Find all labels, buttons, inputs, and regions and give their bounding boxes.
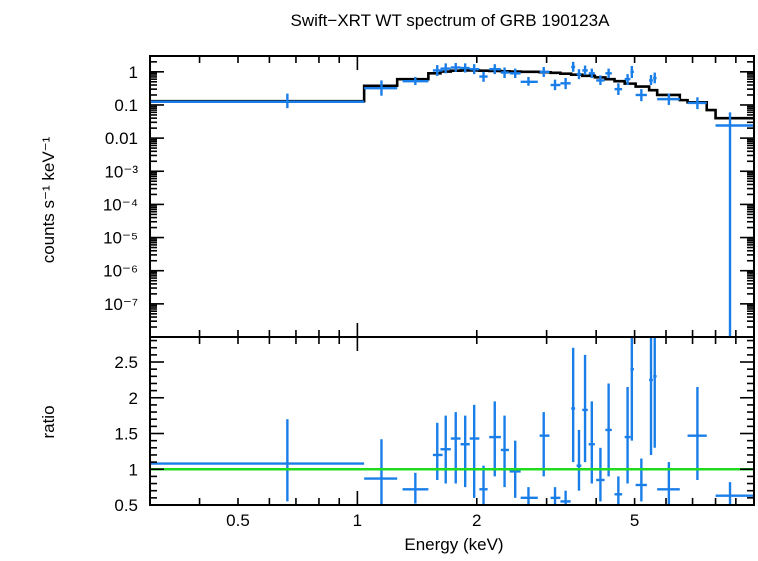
data-point — [624, 387, 631, 484]
y-tick-label: 1 — [129, 63, 138, 82]
data-point — [440, 415, 451, 484]
data-point — [576, 69, 582, 80]
y-tick-label: 2.5 — [114, 353, 138, 372]
data-point — [649, 75, 653, 86]
data-point — [402, 76, 429, 86]
data-point — [560, 78, 571, 90]
data-point — [588, 401, 595, 484]
data-point — [635, 458, 647, 502]
bottom-y-axis-label: ratio — [39, 405, 58, 438]
y-tick-label: 0.01 — [105, 129, 138, 148]
data-point — [432, 65, 443, 76]
data-point — [539, 412, 550, 477]
data-point — [364, 439, 398, 505]
data-point — [460, 63, 470, 73]
data-point — [576, 429, 582, 491]
data-point — [582, 65, 588, 76]
data-point — [614, 476, 623, 505]
data-point — [479, 465, 488, 505]
data-point — [653, 72, 657, 84]
data-point — [571, 61, 576, 72]
y-tick-label: 1 — [129, 460, 138, 479]
data-point — [588, 68, 595, 79]
y-tick-label: 0.5 — [114, 496, 138, 515]
data-point — [500, 415, 509, 488]
x-tick-label: 1 — [353, 511, 362, 530]
top-y-axis-label: counts s⁻¹ keV⁻¹ — [39, 136, 58, 263]
y-tick-label: 10⁻⁷ — [104, 295, 138, 314]
data-point — [469, 404, 480, 498]
data-point — [657, 93, 680, 105]
data-point — [460, 415, 470, 488]
data-point — [653, 337, 657, 448]
data-point — [635, 89, 647, 102]
data-point — [596, 75, 605, 86]
x-tick-label: 2 — [472, 511, 481, 530]
y-tick-label: 0.1 — [114, 96, 138, 115]
data-point — [479, 71, 488, 82]
data-point — [432, 422, 443, 480]
data-point — [687, 387, 707, 480]
x-tick-label: 0.5 — [226, 511, 250, 530]
data-point — [630, 65, 634, 79]
data-point — [715, 112, 754, 337]
ratio-plot-frame — [149, 336, 755, 506]
data-point — [614, 83, 623, 95]
data-point — [560, 490, 571, 505]
data-point — [150, 93, 365, 109]
data-point — [520, 487, 538, 505]
x-axis-label: Energy (keV) — [404, 535, 503, 554]
data-point — [509, 68, 521, 79]
data-point — [630, 337, 634, 441]
y-tick-label: 10⁻⁴ — [103, 195, 138, 214]
data-point — [440, 63, 451, 74]
x-tick-label: 5 — [630, 511, 639, 530]
data-point — [364, 80, 398, 96]
data-point — [520, 76, 538, 86]
data-point — [715, 482, 754, 505]
chart-title: Swift−XRT WT spectrum of GRB 190123A — [291, 11, 611, 30]
data-point — [624, 74, 631, 86]
ratio-panel: 0.5 1 1.5 2 2.5 0.5 1 2 5 — [114, 336, 755, 530]
data-point — [469, 64, 480, 75]
data-point — [450, 412, 461, 484]
y-tick-label: 2 — [129, 389, 138, 408]
data-point — [582, 354, 588, 463]
data-point — [687, 97, 707, 110]
data-point — [150, 419, 365, 502]
y-tick-label: 1.5 — [114, 425, 138, 444]
data-point — [550, 79, 561, 91]
data-point — [500, 67, 509, 79]
y-tick-label: 10⁻⁵ — [103, 229, 138, 248]
data-point — [649, 337, 653, 455]
data-point — [489, 64, 501, 75]
data-point — [605, 383, 612, 477]
data-point — [550, 487, 561, 505]
model-step-line — [150, 69, 754, 120]
data-point — [402, 472, 429, 504]
data-point — [450, 62, 461, 72]
data-point — [539, 66, 550, 77]
data-point — [571, 347, 576, 463]
spectrum-panel: 1 0.1 0.01 10⁻³ 10⁻⁴ 10⁻⁵ 10⁻⁶ 10⁻⁷ — [103, 55, 755, 338]
y-tick-label: 10⁻³ — [104, 162, 138, 181]
y-tick-label: 10⁻⁶ — [103, 262, 138, 281]
data-point — [489, 401, 501, 477]
data-point — [605, 68, 612, 79]
data-point — [596, 447, 605, 502]
